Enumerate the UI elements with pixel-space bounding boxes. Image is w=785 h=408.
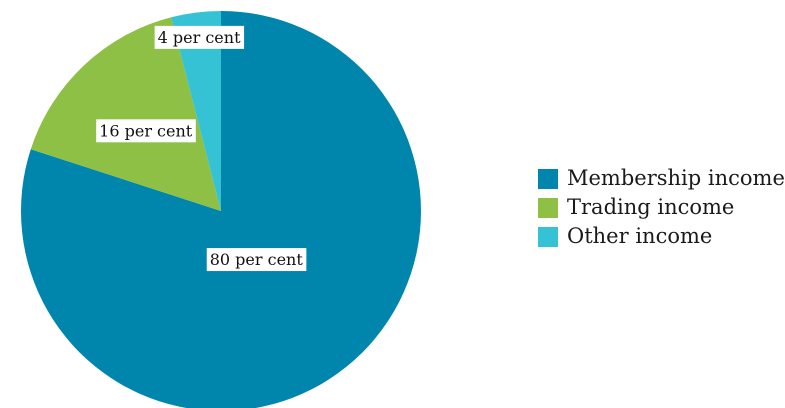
legend-label-membership-income: Membership income (567, 166, 785, 190)
legend-swatch-trading-income (538, 197, 558, 218)
pie-label-other-income: 4 per cent (154, 25, 245, 49)
legend-label-trading-income: Trading income (567, 195, 735, 219)
pie-slice-other-income (171, 11, 221, 211)
chart-legend: Membership income Trading income Other i… (538, 164, 785, 251)
pie-label-trading-income: 16 per cent (96, 119, 196, 143)
pie-label-membership-income: 80 per cent (206, 248, 307, 272)
pie-label-background (96, 119, 196, 143)
pie-label-text: 4 per cent (158, 28, 241, 47)
legend-item-membership-income: Membership income (538, 164, 785, 193)
pie-slice-labels: 80 per cent 16 per cent 4 per cent (96, 25, 307, 272)
pie-label-background (206, 248, 307, 272)
pie-label-text: 80 per cent (210, 250, 304, 269)
legend-label-other-income: Other income (567, 224, 713, 248)
legend-item-trading-income: Trading income (538, 193, 785, 222)
pie-label-text: 16 per cent (99, 121, 193, 140)
pie-slice-trading-income (30, 17, 221, 211)
legend-item-other-income: Other income (538, 222, 785, 251)
pie-label-background (154, 25, 245, 49)
pie-slice-membership-income (21, 11, 421, 408)
legend-swatch-other-income (538, 226, 558, 247)
pie-slices (21, 11, 421, 408)
legend-swatch-membership-income (538, 168, 558, 189)
